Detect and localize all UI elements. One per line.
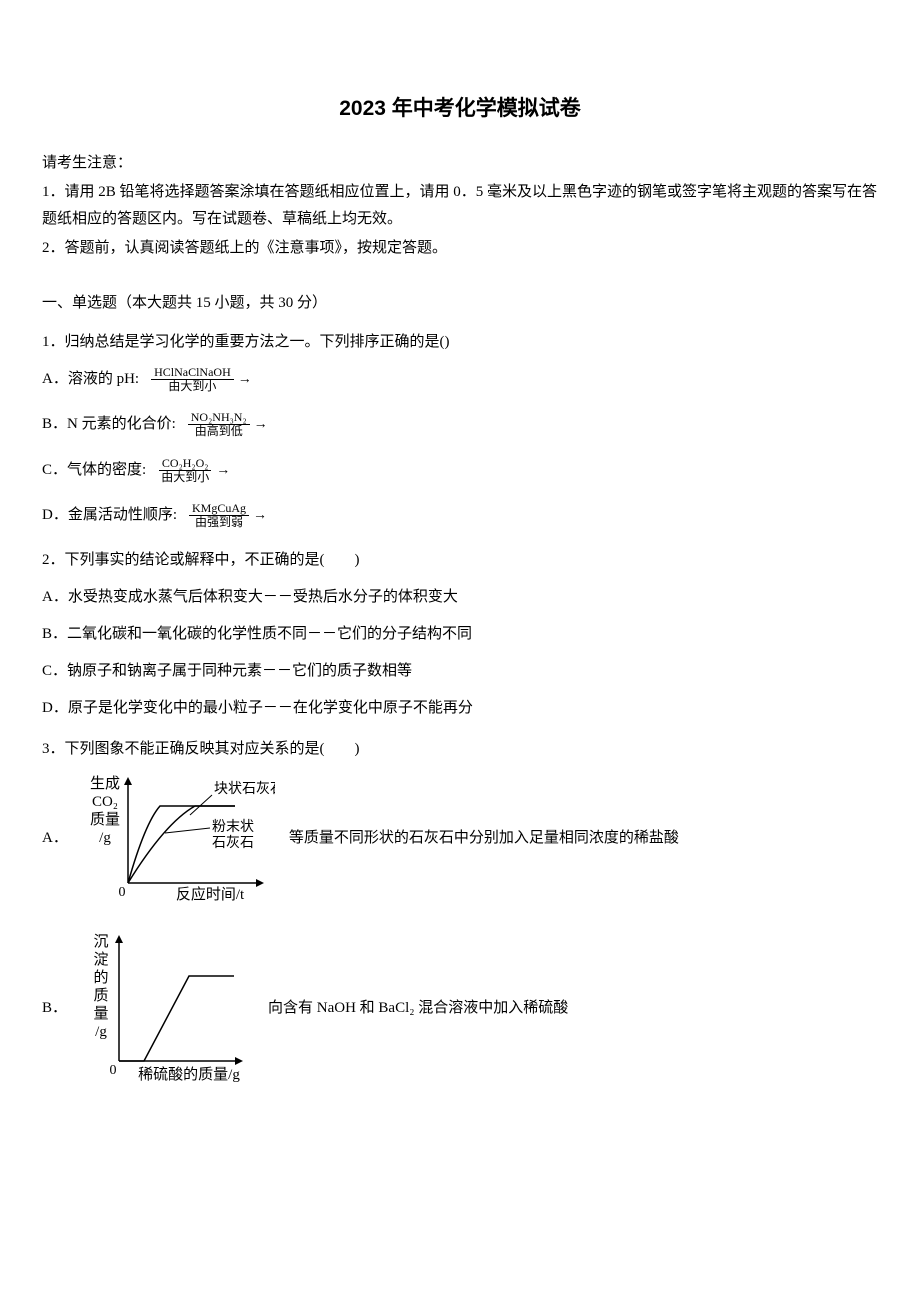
q1-option-a: A．溶液的 pH: HClNaClNaOH 由大到小 →: [42, 366, 878, 393]
arrow-icon: →: [254, 412, 268, 437]
page-title: 2023 年中考化学模拟试卷: [42, 90, 878, 128]
svg-text:石灰石: 石灰石: [212, 835, 254, 851]
q1-b-frac: NO₂NH₃N₂ 由高到低: [188, 411, 250, 438]
q3-b-desc: 向含有 NaOH 和 BaCl₂ 混合溶液中加入稀硫酸: [268, 995, 568, 1022]
q1-d-frac: KMgCuAg 由强到弱: [189, 502, 249, 529]
svg-text:稀硫酸的质量/g: 稀硫酸的质量/g: [138, 1066, 240, 1083]
q1-a-prefix: A．溶液的 pH:: [42, 366, 139, 393]
arrow-icon: →: [238, 367, 252, 392]
q3-a-desc: 等质量不同形状的石灰石中分别加入足量相同浓度的稀盐酸: [289, 825, 679, 852]
question-3: 3．下列图象不能正确反映其对应关系的是( ) A． 生成 CO₂ 质量 /g 0…: [42, 736, 878, 1086]
q3-b-label: B．: [42, 995, 67, 1022]
svg-text:粉末状: 粉末状: [212, 819, 254, 835]
svg-text:CO₂: CO₂: [92, 794, 118, 810]
q1-a-frac: HClNaClNaOH 由大到小: [151, 366, 234, 393]
q1-c-prefix: C．气体的密度:: [42, 457, 146, 484]
svg-text:块状石灰石: 块状石灰石: [214, 781, 275, 797]
svg-text:生成: 生成: [90, 775, 120, 792]
svg-text:量: 量: [94, 1006, 109, 1022]
q2-stem: 2．下列事实的结论或解释中，不正确的是( ): [42, 547, 878, 574]
q1-option-c: C．气体的密度: CO₂H₂O₂ 由大到小 →: [42, 457, 878, 484]
q2-option-a: A．水受热变成水蒸气后体积变大－－受热后水分子的体积变大: [42, 584, 878, 611]
q3-a-chart: 生成 CO₂ 质量 /g 0 反应时间/t 块状石灰石 粉末状 石灰石: [80, 773, 275, 903]
q1-c-frac: CO₂H₂O₂ 由大到小: [158, 457, 212, 484]
question-2: 2．下列事实的结论或解释中，不正确的是( ) A．水受热变成水蒸气后体积变大－－…: [42, 547, 878, 722]
svg-text:淀: 淀: [94, 951, 109, 968]
q3-option-a: A． 生成 CO₂ 质量 /g 0 反应时间/t 块状石灰石 粉末状 石灰石 等…: [42, 773, 878, 903]
q3-stem: 3．下列图象不能正确反映其对应关系的是( ): [42, 736, 878, 763]
section-header: 一、单选题（本大题共 15 小题，共 30 分）: [42, 290, 878, 317]
arrow-icon: →: [253, 503, 267, 528]
q3-b-chart: 沉 淀 的 质 量 /g 0 稀硫酸的质量/g: [79, 931, 254, 1086]
q1-stem: 1．归纳总结是学习化学的重要方法之一。下列排序正确的是(): [42, 329, 878, 356]
q2-option-d: D．原子是化学变化中的最小粒子－－在化学变化中原子不能再分: [42, 695, 878, 722]
svg-text:/g: /g: [99, 830, 111, 846]
question-1: 1．归纳总结是学习化学的重要方法之一。下列排序正确的是() A．溶液的 pH: …: [42, 329, 878, 530]
svg-text:质: 质: [94, 987, 109, 1004]
q1-b-prefix: B．N 元素的化合价:: [42, 411, 176, 438]
svg-text:/g: /g: [95, 1024, 107, 1040]
q3-option-b: B． 沉 淀 的 质 量 /g 0 稀硫酸的质量/g 向含有 NaOH 和 Ba…: [42, 931, 878, 1086]
svg-text:0: 0: [110, 1063, 117, 1078]
svg-text:的: 的: [94, 969, 109, 986]
notice-header: 请考生注意：: [42, 150, 878, 177]
q1-d-prefix: D．金属活动性顺序:: [42, 502, 177, 529]
notice-line1: 1．请用 2B 铅笔将选择题答案涂填在答题纸相应位置上，请用 0．5 毫米及以上…: [42, 179, 878, 233]
svg-text:0: 0: [118, 885, 125, 900]
notice-block: 请考生注意： 1．请用 2B 铅笔将选择题答案涂填在答题纸相应位置上，请用 0．…: [42, 150, 878, 262]
q3-a-label: A．: [42, 825, 68, 852]
q1-option-b: B．N 元素的化合价: NO₂NH₃N₂ 由高到低 →: [42, 411, 878, 438]
arrow-icon: →: [216, 458, 230, 483]
svg-text:沉: 沉: [94, 933, 109, 950]
q1-option-d: D．金属活动性顺序: KMgCuAg 由强到弱 →: [42, 502, 878, 529]
svg-text:质量: 质量: [90, 811, 120, 828]
q2-option-b: B．二氧化碳和一氧化碳的化学性质不同－－它们的分子结构不同: [42, 621, 878, 648]
notice-line2: 2．答题前，认真阅读答题纸上的《注意事项》，按规定答题。: [42, 235, 878, 262]
q2-option-c: C．钠原子和钠离子属于同种元素－－它们的质子数相等: [42, 658, 878, 685]
svg-text:反应时间/t: 反应时间/t: [176, 885, 245, 903]
